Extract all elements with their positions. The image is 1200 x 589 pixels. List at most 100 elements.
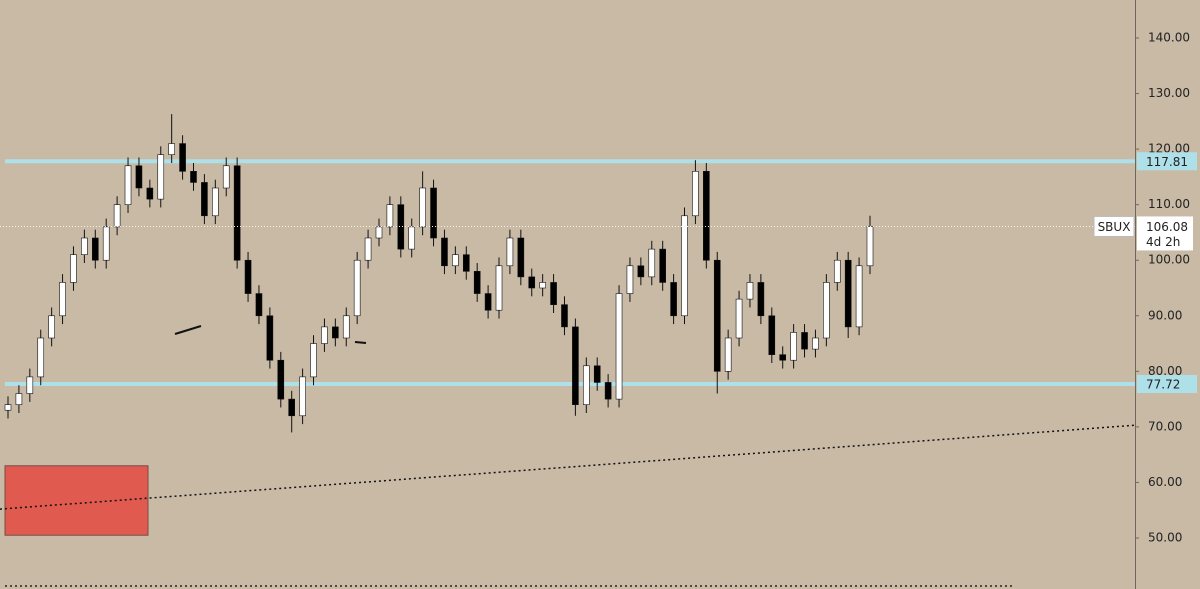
candle-body: [419, 187, 426, 228]
candle-body: [724, 337, 732, 372]
candle-body: [637, 265, 645, 278]
candle-body: [201, 182, 208, 217]
candle-body: [703, 171, 710, 261]
candle-body: [70, 254, 77, 283]
candle-body: [757, 282, 765, 317]
y-tick-label: 110.00: [1148, 197, 1190, 211]
candle-body: [517, 237, 525, 278]
price-axis: 50.00 60.00 70.00 80.00 90.00 100.00 110.00 120…: [1093, 31, 1197, 545]
candle-body: [484, 293, 492, 311]
candle-body: [37, 337, 45, 378]
candle-body: [473, 271, 481, 294]
candle-body: [397, 204, 405, 250]
y-tick-label: 50.00: [1148, 531, 1182, 545]
candle-body: [212, 187, 219, 217]
candle-body: [572, 326, 579, 405]
candle-body: [583, 365, 590, 405]
last-price-label: 106.08: [1146, 220, 1188, 234]
candle-body: [735, 298, 743, 339]
candle-body: [692, 171, 699, 217]
y-tick-label: 130.00: [1148, 86, 1190, 100]
y-tick-label: 90.00: [1148, 308, 1182, 322]
y-tick-label: 140.00: [1148, 31, 1190, 45]
candle-body: [801, 332, 808, 350]
candle-body: [768, 315, 776, 355]
candle-body: [222, 165, 230, 189]
candle-body: [266, 315, 274, 361]
candle-body: [168, 143, 175, 155]
y-tick-label: 70.00: [1148, 419, 1182, 433]
candle-body: [244, 259, 252, 294]
candle-body: [59, 282, 66, 317]
level-label-box: [1137, 152, 1197, 171]
candle-body: [452, 254, 459, 267]
candle-body: [823, 282, 830, 339]
candle-body: [113, 204, 121, 228]
candle-body: [299, 376, 306, 417]
candle-body: [310, 343, 317, 378]
candle-body: [866, 226, 874, 267]
symbol-box: [1093, 215, 1135, 237]
hand-drawn-stroke: [354, 341, 367, 344]
candle-body: [441, 237, 448, 267]
candle-body: [91, 237, 99, 261]
candle-body: [855, 265, 863, 328]
candle-body: [26, 376, 34, 394]
candle-body: [15, 393, 23, 405]
zone: [4, 465, 149, 536]
candle-body: [779, 354, 787, 361]
candle-body: [332, 326, 339, 339]
candle-body: [506, 237, 514, 267]
candle-body: [408, 226, 416, 250]
candle-body: [790, 332, 797, 361]
level-label-box: [1137, 375, 1197, 393]
hand-drawn-stroke: [174, 325, 202, 335]
candle-body: [670, 282, 677, 317]
candle-body: [277, 359, 285, 400]
candle-body: [528, 276, 536, 289]
candle-body: [157, 154, 165, 200]
candle-body: [342, 315, 350, 339]
candle-body: [713, 259, 721, 372]
candle-body: [648, 248, 656, 278]
candle-body: [604, 382, 612, 400]
candle-body: [844, 259, 852, 328]
y-tick-label: 80.00: [1148, 364, 1182, 378]
last-price-box: [1137, 216, 1193, 251]
candle-body: [375, 226, 383, 239]
candle-body: [233, 165, 241, 261]
candle-body: [681, 215, 688, 317]
candle-body: [746, 282, 754, 300]
plot-area: [0, 114, 1136, 536]
candle-body: [659, 248, 666, 283]
countdown-label: 4d 2h: [1146, 235, 1180, 249]
candle-body: [539, 282, 546, 289]
candle-body: [593, 365, 601, 383]
candle-body: [135, 165, 143, 189]
candle-body: [495, 265, 503, 311]
candle-body: [353, 259, 361, 317]
candle-body: [124, 165, 132, 205]
y-tick-label: 100.00: [1148, 253, 1190, 267]
y-tick-label: 60.00: [1148, 475, 1182, 489]
candle-body: [321, 326, 328, 344]
candle-body: [48, 315, 55, 339]
candle-body: [190, 171, 197, 183]
candle-body: [462, 254, 470, 272]
candle-body: [179, 143, 186, 172]
candle-body: [833, 259, 841, 283]
candle-body: [255, 293, 263, 317]
candle-body: [288, 398, 295, 417]
candle-body: [386, 204, 394, 228]
candle-body: [626, 265, 634, 294]
candle-body: [615, 293, 623, 400]
candle-body: [102, 226, 110, 261]
candle-body: [81, 237, 88, 255]
candle-body: [812, 337, 819, 350]
candle-body: [4, 404, 12, 411]
candle-body: [364, 237, 372, 261]
level-label: 77.72: [1146, 378, 1180, 392]
candle-body: [146, 187, 154, 200]
